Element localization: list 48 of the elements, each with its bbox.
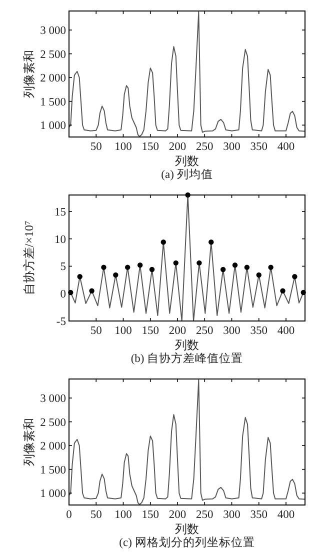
x-tick-label: 200 [168, 141, 186, 153]
x-tick-label: 50 [90, 325, 102, 337]
y-tick-label: -5 [56, 316, 66, 328]
x-tick-label: 150 [142, 509, 160, 521]
y-axis-title: 自协方差/×10⁷ [22, 220, 36, 296]
x-axis-title: 列数 [175, 154, 199, 168]
text: (a) 列均值 [161, 168, 213, 181]
y-tick-label: 2 500 [40, 416, 66, 429]
y-tick-label: 3 000 [40, 25, 66, 38]
text: (c) 网格划分的列坐标位置 [119, 536, 255, 549]
y-tick-label: 2 000 [40, 72, 66, 85]
y-tick-label: 2 500 [40, 48, 66, 61]
x-tick-label: 400 [277, 141, 295, 153]
y-tick-label: 15 [54, 206, 66, 218]
y-tick-label: 0 [60, 288, 66, 301]
y-tick-label: 5 [60, 261, 66, 274]
x-tick-label: 350 [250, 141, 268, 153]
x-tick-label: 300 [223, 141, 241, 153]
x-axis-title: 列数 [175, 338, 199, 352]
x-tick-label: 50 [90, 509, 102, 521]
x-tick-label: 300 [223, 509, 241, 521]
x-tick-label: 400 [277, 509, 295, 521]
y-tick-label: 1 500 [40, 464, 66, 476]
y-tick-label: 2 000 [40, 440, 66, 453]
x-tick-label: 150 [142, 325, 160, 337]
x-tick-label: 250 [196, 141, 214, 153]
x-axis-title: 列数 [175, 522, 199, 536]
x-tick-label: 100 [114, 141, 132, 153]
x-tick-label: 350 [250, 509, 268, 521]
x-tick-label: 100 [114, 509, 132, 521]
y-axis-title: 列像素和 [22, 418, 36, 466]
x-tick-label: 50 [90, 141, 102, 153]
y-tick-label: 10 [54, 234, 66, 246]
y-tick-label: 1 000 [40, 488, 66, 500]
text: (b) 自协方差峰值位置 [130, 351, 244, 365]
y-axis-title: 列像素和 [22, 50, 36, 98]
x-tick-label: 150 [142, 141, 160, 153]
y-tick-label: 3 000 [40, 393, 66, 406]
x-tick-label: 300 [223, 325, 241, 337]
x-tick-label: 250 [196, 325, 214, 337]
x-tick-label: 200 [168, 325, 186, 337]
x-tick-label: 350 [250, 325, 268, 337]
y-tick-label: 1 500 [40, 96, 66, 108]
x-tick-label: 400 [277, 325, 295, 337]
x-tick-label: 250 [196, 509, 214, 521]
x-tick-label: 100 [114, 325, 132, 337]
y-tick-label: 1 000 [40, 120, 66, 132]
x-tick-label: 200 [168, 509, 186, 521]
